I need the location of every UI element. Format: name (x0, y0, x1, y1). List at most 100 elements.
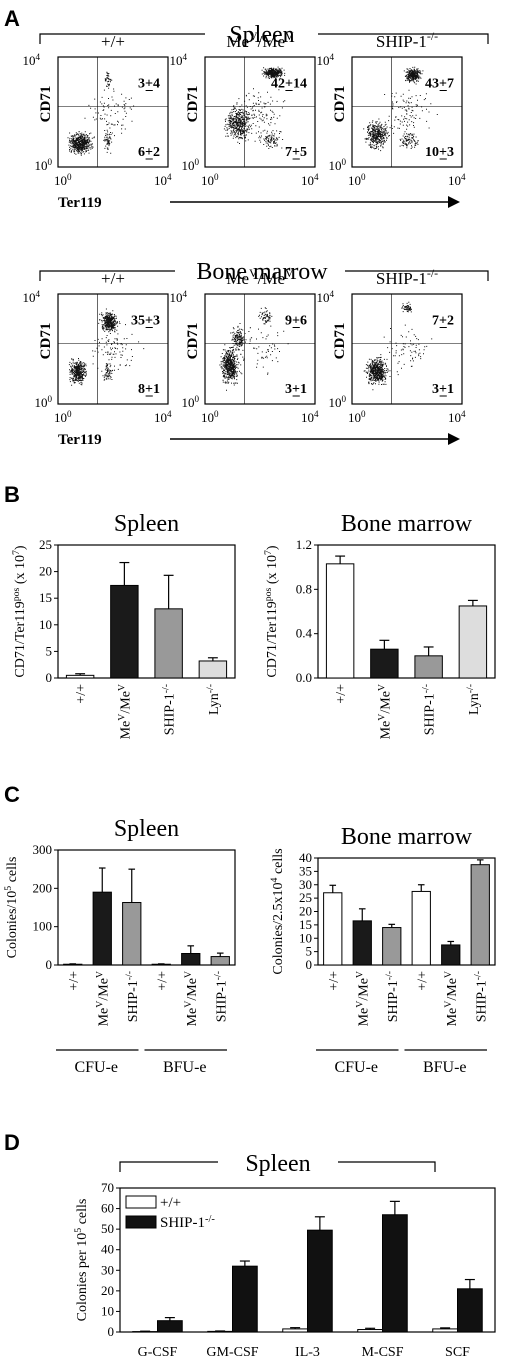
y-tick-label: 0 (108, 1324, 115, 1339)
y-tick-high: 104 (316, 289, 334, 305)
category-label: SHIP-1-/- (212, 971, 230, 1022)
genotype-label: SHIP-1-/- (376, 29, 438, 51)
category-label: +/+ (155, 971, 170, 991)
y-tick-low: 100 (181, 394, 199, 410)
plot-frame (204, 293, 316, 405)
bar (198, 660, 228, 679)
x-tick-low: 100 (201, 172, 219, 188)
y-tick-label: 100 (33, 919, 53, 934)
quadrant-value: 9+6 (285, 314, 307, 329)
x-tick-high: 104 (154, 172, 172, 188)
y-tick-label: 5 (306, 944, 313, 959)
category-label: MeV/MeV (354, 971, 372, 1026)
category-label: MeV/MeV (116, 684, 134, 739)
bar (154, 608, 183, 679)
y-tick-low: 100 (328, 394, 346, 410)
x-tick-low: 100 (54, 409, 72, 425)
group-label: BFU-e (163, 1059, 207, 1076)
flow-plot: SHIP-1-/- 7+2 3+1 104 100 CD71 100 104 (316, 266, 466, 425)
category-label: MeV/MeV (182, 971, 200, 1026)
y-tick-label: 10 (299, 930, 312, 945)
bar (382, 1214, 408, 1333)
legend-label: SHIP-1-/- (160, 1214, 215, 1232)
y-tick-label: 0 (46, 670, 53, 685)
tissue-title: Bone marrow (196, 259, 328, 285)
quadrant-value: 3+1 (285, 382, 307, 397)
y-tick-label: 40 (299, 850, 312, 865)
y-tick-high: 104 (22, 52, 40, 68)
flow-plot: +/+ 3+4 6+2 104 100 CD71 100 104 (22, 32, 172, 188)
category-label: GM-CSF (206, 1345, 258, 1360)
plot-frame (351, 56, 463, 168)
plot-frame (57, 849, 236, 966)
category-label: SHIP-1-/- (472, 971, 490, 1022)
plot-frame (57, 56, 169, 168)
tissue-bracket-left (39, 270, 175, 281)
bar (65, 674, 95, 679)
y-tick-label: 0.0 (296, 670, 312, 685)
bar (458, 605, 488, 679)
bar (414, 655, 443, 679)
tissue-bracket-right (318, 33, 489, 44)
y-tick-label: 20 (39, 564, 52, 579)
category-label: SHIP-1-/- (383, 971, 401, 1022)
x-axis-arrowhead (448, 433, 460, 445)
genotype-label: +/+ (101, 32, 125, 51)
y-tick-label: 300 (33, 842, 53, 857)
quadrant-value: 3+4 (138, 77, 160, 92)
category-label: +/+ (327, 971, 342, 991)
y-tick-high: 104 (169, 289, 187, 305)
y-tick-label: 5 (46, 643, 53, 658)
category-label: G-CSF (138, 1345, 178, 1360)
y-tick-label: 35 (299, 863, 312, 878)
x-tick-low: 100 (348, 172, 366, 188)
bar (382, 927, 402, 966)
y-tick-label: 50 (101, 1221, 114, 1236)
x-axis-label: Ter119 (58, 195, 102, 211)
x-tick-low: 100 (348, 409, 366, 425)
y-tick-low: 100 (181, 157, 199, 173)
bar (92, 891, 112, 966)
panel-letter-a: A (4, 6, 20, 31)
category-label: MeV/MeV (376, 684, 394, 739)
tissue-bracket-left (39, 33, 205, 44)
flow-plot: MeV/MeV 9+6 3+1 104 100 CD71 100 104 (169, 266, 319, 425)
chart-B-bone-marrow: Bone marrow 0.0 0.4 0.8 1.2 CD71/Ter119pos (x… (263, 511, 496, 739)
y-axis-label: CD71 (38, 86, 54, 123)
bar (232, 1265, 258, 1333)
y-tick-label: 20 (299, 904, 312, 919)
y-tick-label: 60 (101, 1201, 114, 1216)
y-tick-high: 104 (316, 52, 334, 68)
category-label: SCF (445, 1345, 470, 1360)
plot-frame (317, 857, 496, 966)
y-tick-label: 0 (46, 957, 53, 972)
y-tick-label: 70 (101, 1180, 114, 1195)
panel-letter-b: B (4, 482, 20, 507)
chart-C-spleen: Spleen 0 100 200 300 Colonies/105 cells +/+ MeV… (3, 816, 236, 1076)
tissue-bracket-right (345, 270, 489, 281)
scatter-dots (68, 308, 145, 386)
plot-frame (204, 56, 316, 168)
y-axis-label: CD71 (332, 86, 348, 123)
y-tick-label: 25 (299, 890, 312, 905)
y-axis-label: CD71 (185, 86, 201, 123)
category-label: SHIP-1-/- (123, 971, 141, 1022)
scatter-dots (219, 307, 289, 391)
quadrant-value: 10+3 (425, 145, 454, 160)
genotype-label: MeV/MeV (226, 29, 294, 51)
bar (157, 1320, 183, 1333)
y-tick-label: 0.8 (296, 581, 312, 596)
y-tick-label: 25 (39, 537, 52, 552)
scatter-dots (67, 71, 135, 156)
x-tick-high: 104 (301, 172, 319, 188)
y-tick-high: 104 (169, 52, 187, 68)
x-tick-low: 100 (54, 172, 72, 188)
y-tick-label: 40 (101, 1242, 114, 1257)
quadrant-value: 7+2 (432, 314, 454, 329)
x-tick-high: 104 (448, 409, 466, 425)
bar (122, 902, 142, 966)
genotype-label: +/+ (101, 269, 125, 288)
y-tick-high: 104 (22, 289, 40, 305)
